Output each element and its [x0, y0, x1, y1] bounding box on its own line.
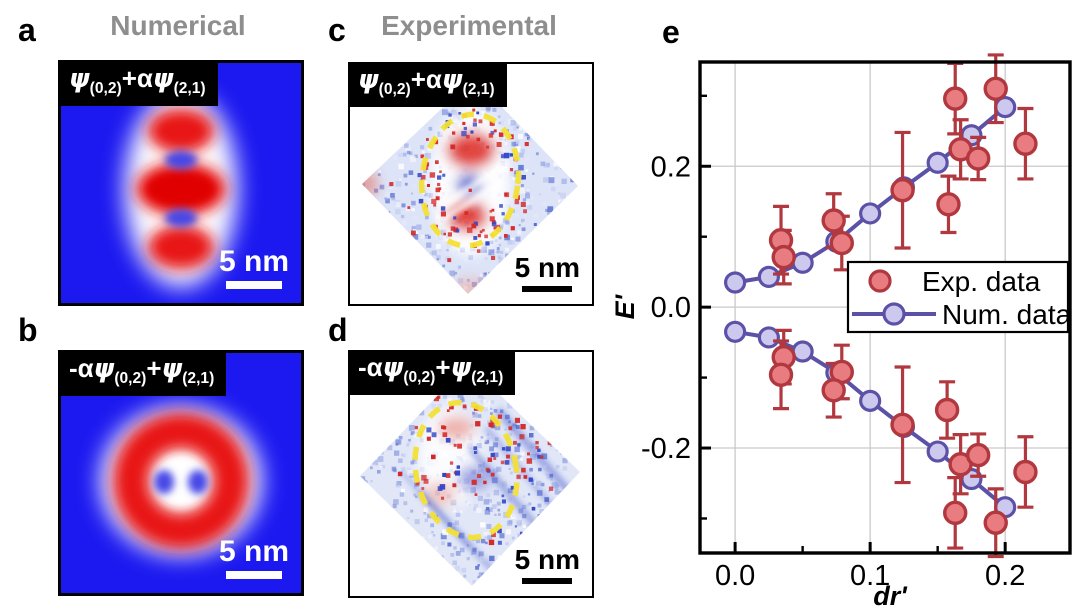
- panel-letter-d: d: [328, 312, 348, 348]
- numerical-map-b: -αψ(0,2)+ψ(2,1) 5 nm: [58, 350, 304, 596]
- num-data-point: [926, 440, 949, 463]
- legend-num-marker: [882, 302, 906, 326]
- exp-data-point: [1013, 131, 1038, 156]
- legend-exp-label: Exp. data: [922, 266, 1041, 297]
- x-tick-label: 0.2: [985, 560, 1025, 592]
- numerical-map-a: ψ(0,2)+αψ(2,1) 5 nm: [58, 60, 304, 306]
- wavefunction-label-d: -αψ(0,2)+ψ(2,1): [350, 352, 516, 395]
- scale-bar-d: 5 nm: [515, 546, 580, 584]
- exp-data-point: [768, 362, 794, 387]
- exp-data-point: [890, 178, 915, 203]
- legend-exp-marker: [868, 269, 892, 293]
- num-data-point: [859, 389, 882, 412]
- dashed-ellipse-d: [412, 399, 520, 541]
- wavefunction-label-a: ψ(0,2)+αψ(2,1): [61, 63, 218, 106]
- wavefunction-label-c: ψ(0,2)+αψ(2,1): [350, 64, 507, 107]
- x-tick-label: 0.1: [850, 560, 890, 592]
- dashed-ellipse-c: [418, 111, 522, 249]
- exp-data-point: [821, 208, 846, 233]
- tick-labels: 0.0 0.1 0.2 0.2 0.0 -0.2: [641, 151, 1025, 592]
- legend-num-label: Num. data: [942, 299, 1072, 330]
- x-axis-label: dr': [873, 581, 908, 611]
- experimental-map-c-art: [350, 64, 592, 304]
- scale-bar-c-text: 5 nm: [514, 252, 580, 283]
- scale-bar-b-line: [225, 571, 282, 579]
- y-tick-label: -0.2: [641, 433, 691, 465]
- exp-data-point: [943, 500, 968, 526]
- exp-data-point: [821, 378, 846, 403]
- y-tick-label: 0.0: [651, 292, 691, 324]
- y-tick-label: 0.2: [651, 151, 691, 183]
- panel-letter-c: c: [328, 12, 346, 48]
- num-data-point: [757, 326, 780, 349]
- panel-letter-e: e: [662, 14, 680, 50]
- panel-letter-b: b: [18, 312, 38, 348]
- num-data-point: [791, 251, 814, 274]
- exp-data-point: [1013, 459, 1038, 485]
- exp-data-point: [934, 397, 960, 423]
- column-title-numerical: Numerical: [110, 10, 246, 41]
- x-tick-label: 0.0: [715, 560, 755, 592]
- scale-bar-c-line: [522, 286, 573, 292]
- numerical-map-a-art: [61, 63, 301, 303]
- num-data-point: [724, 320, 747, 343]
- exp-data-point: [943, 86, 968, 111]
- exp-data-point: [829, 230, 854, 256]
- num-data-point: [926, 151, 949, 174]
- num-data-point: [859, 202, 882, 225]
- y-axis-label: E': [610, 293, 640, 319]
- scale-bar-a: 5 nm: [219, 247, 289, 289]
- exp-data-point: [965, 146, 991, 171]
- exp-data-point: [771, 244, 796, 270]
- scale-bar-c: 5 nm: [515, 254, 580, 292]
- num-data-point: [757, 265, 780, 288]
- scale-bar-b-text: 5 nm: [218, 535, 289, 568]
- exp-data-point: [965, 442, 991, 468]
- scale-bar-a-line: [225, 281, 282, 289]
- scale-bar-d-line: [522, 578, 573, 584]
- exp-data-series: [768, 53, 1038, 559]
- axis-ticks: [700, 94, 1007, 553]
- experimental-map-c: ψ(0,2)+αψ(2,1) 5 nm: [348, 62, 594, 306]
- exp-data-point: [983, 510, 1008, 535]
- scale-bar-a-text: 5 nm: [218, 245, 289, 278]
- panel-letter-a: a: [18, 12, 36, 48]
- num-data-point: [791, 340, 814, 363]
- column-title-experimental: Experimental: [381, 10, 557, 41]
- exp-data-point: [936, 192, 961, 217]
- exp-data-point: [890, 412, 915, 437]
- num-data-point: [724, 271, 747, 294]
- exp-data-point: [983, 76, 1008, 101]
- scale-bar-d-text: 5 nm: [514, 544, 580, 575]
- experimental-map-d: -αψ(0,2)+ψ(2,1) 5 nm: [348, 350, 594, 598]
- wavefunction-label-b: -αψ(0,2)+ψ(2,1): [61, 353, 227, 396]
- scale-bar-b: 5 nm: [219, 537, 289, 579]
